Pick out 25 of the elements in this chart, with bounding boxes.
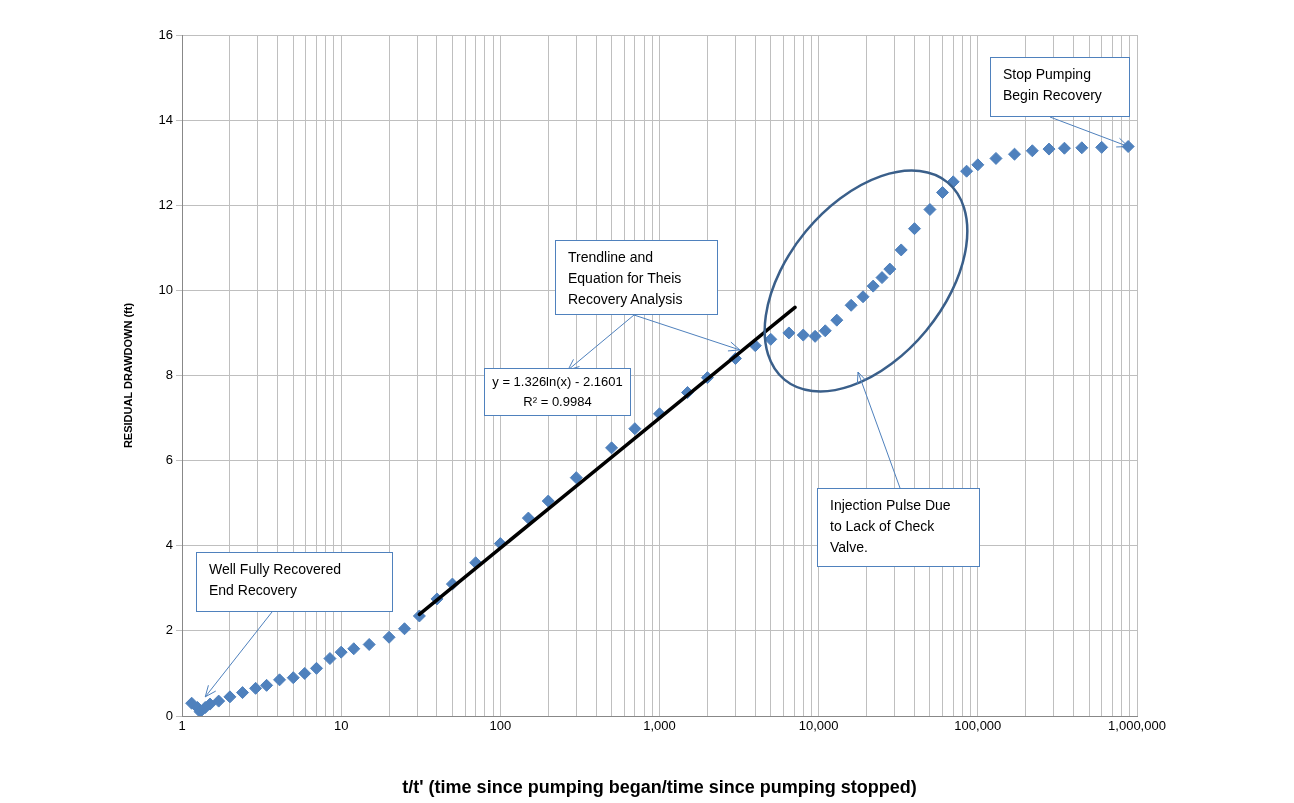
y-tick-label: 2 bbox=[165, 622, 173, 638]
y-tick-label: 10 bbox=[158, 281, 173, 297]
x-tick-label: 10,000 bbox=[798, 718, 839, 734]
callout-box: Stop Pumping Begin Recovery bbox=[990, 57, 1130, 117]
y-tick-label: 12 bbox=[158, 196, 173, 212]
y-tick-label: 14 bbox=[158, 111, 173, 127]
y-axis-title: RESIDUAL DRAWDOWN (ft) bbox=[121, 302, 134, 449]
x-tick-label: 1 bbox=[178, 718, 186, 734]
y-tick-label: 6 bbox=[165, 452, 173, 468]
y-tick-label: 16 bbox=[158, 26, 173, 42]
callout-box: Injection Pulse Due to Lack of Check Valve. bbox=[817, 488, 980, 567]
x-axis-title: t/t' (time since pumping began/time since pumping stopped) bbox=[402, 777, 917, 798]
y-tick-label: 8 bbox=[165, 367, 173, 383]
x-tick-label: 10 bbox=[333, 718, 349, 734]
y-tick-label: 4 bbox=[165, 537, 173, 553]
annotation: R² = 0.9984 bbox=[522, 393, 593, 411]
annotation: y = 1.326ln(x) - 2.1601 bbox=[491, 373, 624, 391]
x-tick-label: 1,000,000 bbox=[1108, 718, 1166, 734]
x-tick-label: 1,000 bbox=[643, 718, 676, 734]
callout-box: Well Fully Recovered End Recovery bbox=[196, 552, 393, 612]
y-tick-label: 0 bbox=[165, 707, 173, 723]
x-tick-label: 100,000 bbox=[954, 718, 1002, 734]
callout-box: Trendline and Equation for Theis Recovery Analysis bbox=[555, 240, 718, 315]
callout-box: y = 1.326ln(x) - 2.1601 R² = 0.9984 bbox=[484, 368, 631, 416]
x-tick-label: 100 bbox=[489, 718, 512, 734]
